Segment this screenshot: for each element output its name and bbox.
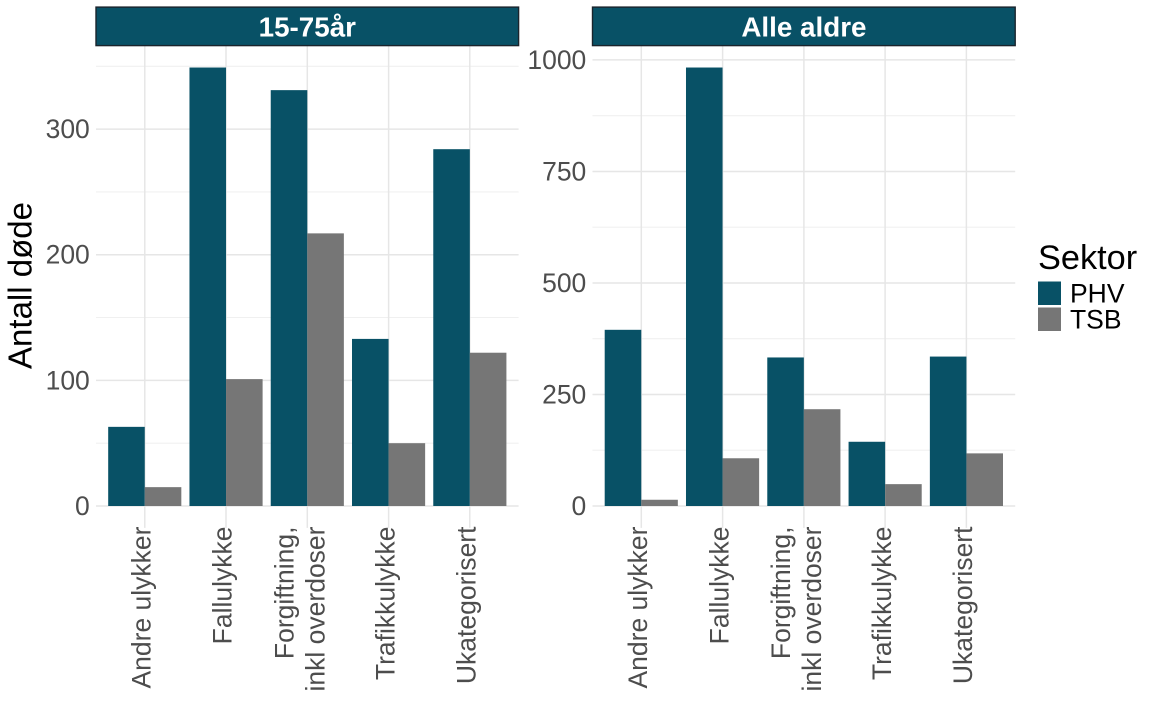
- svg-text:Forgiftning,: Forgiftning,: [766, 527, 796, 660]
- svg-text:0: 0: [75, 491, 90, 521]
- svg-text:200: 200: [46, 240, 90, 270]
- svg-text:300: 300: [46, 114, 90, 144]
- svg-text:Trafikkulykke: Trafikkulykke: [370, 527, 400, 681]
- svg-text:250: 250: [542, 380, 586, 410]
- svg-text:Ukategorisert: Ukategorisert: [948, 526, 978, 684]
- svg-text:inkl overdoser: inkl overdoser: [797, 526, 827, 691]
- svg-text:inkl overdoser: inkl overdoser: [300, 526, 330, 691]
- svg-text:15-75år: 15-75år: [259, 12, 357, 43]
- svg-text:Antall døde: Antall døde: [2, 202, 39, 369]
- svg-text:500: 500: [542, 268, 586, 298]
- svg-text:Andre ulykker: Andre ulykker: [127, 526, 157, 688]
- svg-text:TSB: TSB: [1070, 304, 1122, 334]
- svg-text:Ukategorisert: Ukategorisert: [452, 526, 482, 684]
- svg-text:Andre ulykker: Andre ulykker: [623, 526, 653, 688]
- svg-text:0: 0: [572, 491, 587, 521]
- svg-text:PHV: PHV: [1070, 278, 1125, 308]
- svg-text:Sektor: Sektor: [1038, 239, 1137, 277]
- svg-text:Fallulykke: Fallulykke: [704, 527, 734, 645]
- svg-text:Trafikkulykke: Trafikkulykke: [867, 527, 897, 681]
- svg-text:1000: 1000: [527, 45, 586, 75]
- svg-text:Alle aldre: Alle aldre: [741, 12, 866, 43]
- svg-text:Forgiftning,: Forgiftning,: [270, 527, 300, 660]
- svg-text:Fallulykke: Fallulykke: [208, 527, 238, 645]
- svg-text:750: 750: [542, 157, 586, 187]
- svg-text:100: 100: [46, 365, 90, 395]
